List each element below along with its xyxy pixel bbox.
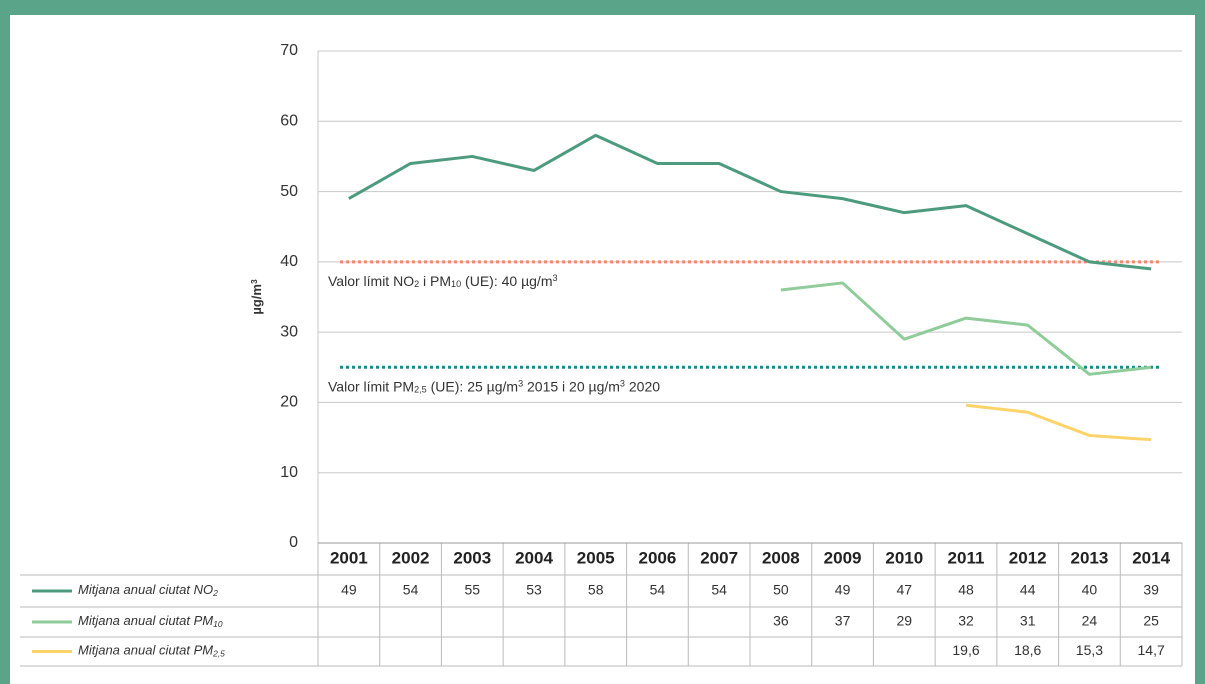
superscript: 3 bbox=[249, 279, 259, 284]
table-cell: 25 bbox=[1143, 613, 1159, 629]
superscript: 3 bbox=[518, 378, 523, 388]
x-tick-label: 2004 bbox=[515, 548, 553, 567]
table-cell: 15,3 bbox=[1076, 642, 1103, 658]
legend-label: Mitjana anual ciutat NO2 bbox=[78, 582, 218, 597]
series-line bbox=[965, 403, 1152, 442]
table-cell: 40 bbox=[1082, 582, 1098, 598]
subscript: 2,5 bbox=[414, 384, 427, 394]
text-part: µg/m bbox=[249, 284, 264, 315]
superscript: 3 bbox=[620, 378, 625, 388]
subscript: 10 bbox=[213, 619, 223, 629]
table-cell: 54 bbox=[711, 582, 727, 598]
table-cell: 49 bbox=[341, 582, 357, 598]
table-cell: 55 bbox=[464, 582, 480, 598]
subscript: 2 bbox=[212, 588, 218, 598]
y-tick-label: 0 bbox=[289, 534, 298, 551]
x-tick-label: 2010 bbox=[885, 548, 923, 567]
table-cell: 18,6 bbox=[1014, 642, 1041, 658]
x-tick-label: 2003 bbox=[453, 548, 491, 567]
table-cell: 39 bbox=[1143, 582, 1159, 598]
series-line bbox=[348, 133, 1152, 271]
x-tick-label: 2002 bbox=[392, 548, 430, 567]
table-cell: 53 bbox=[526, 582, 542, 598]
table-cell: 50 bbox=[773, 582, 789, 598]
series-line bbox=[780, 281, 1152, 376]
panel bbox=[10, 15, 1195, 684]
subscript: 10 bbox=[451, 279, 461, 289]
text-part: Valor límit PM bbox=[328, 378, 414, 394]
x-tick-label: 2005 bbox=[577, 548, 615, 567]
x-tick-label: 2013 bbox=[1071, 548, 1109, 567]
x-tick-label: 2006 bbox=[639, 548, 677, 567]
text-part: (UE): 25 µg/m bbox=[427, 378, 518, 394]
table-cell: 54 bbox=[403, 582, 419, 598]
text-part: Valor límit NO bbox=[328, 273, 414, 289]
table-cell: 36 bbox=[773, 613, 789, 629]
table-cell: 31 bbox=[1020, 613, 1036, 629]
table-cell: 14,7 bbox=[1138, 642, 1165, 658]
table-cell: 24 bbox=[1082, 613, 1098, 629]
text-part: (UE): 40 µg/m bbox=[461, 273, 552, 289]
table-cell: 37 bbox=[835, 613, 851, 629]
y-tick-label: 70 bbox=[280, 42, 298, 59]
table-cell: 47 bbox=[896, 582, 912, 598]
table-cell: 29 bbox=[896, 613, 912, 629]
reference-label: Valor límit NO2 i PM10 (UE): 40 µg/m3 bbox=[328, 273, 558, 289]
table-cell: 49 bbox=[835, 582, 851, 598]
table-cell: 44 bbox=[1020, 582, 1036, 598]
legend-label: Mitjana anual ciutat PM10 bbox=[78, 613, 223, 628]
table-cell: 19,6 bbox=[952, 642, 979, 658]
y-tick-label: 40 bbox=[280, 253, 298, 270]
x-tick-label: 2009 bbox=[824, 548, 862, 567]
x-tick-label: 2011 bbox=[948, 548, 985, 567]
text-part: Mitjana anual ciutat NO bbox=[78, 582, 213, 597]
x-tick-label: 2012 bbox=[1009, 548, 1047, 567]
y-tick-label: 20 bbox=[280, 394, 298, 411]
x-tick-label: 2008 bbox=[762, 548, 800, 567]
text-part: Mitjana anual ciutat PM bbox=[78, 643, 213, 658]
x-tick-label: 2007 bbox=[700, 548, 738, 567]
legend-label: Mitjana anual ciutat PM2,5 bbox=[78, 643, 225, 658]
y-tick-label: 30 bbox=[280, 323, 298, 340]
x-tick-label: 2001 bbox=[330, 548, 368, 567]
table-cell: 54 bbox=[650, 582, 666, 598]
subscript: 2,5 bbox=[212, 648, 225, 658]
reference-label: Valor límit PM2,5 (UE): 25 µg/m3 2015 i … bbox=[328, 378, 660, 394]
table-cell: 48 bbox=[958, 582, 974, 598]
text-part: Mitjana anual ciutat PM bbox=[78, 613, 213, 628]
y-axis-label: µg/m3 bbox=[249, 279, 264, 315]
y-tick-label: 50 bbox=[280, 183, 298, 200]
y-tick-label: 60 bbox=[280, 113, 298, 130]
subscript: 2 bbox=[414, 279, 419, 289]
y-tick-label: 10 bbox=[280, 464, 298, 481]
text-part: i PM bbox=[419, 273, 451, 289]
text-part: 2020 bbox=[625, 378, 660, 394]
table-cell: 32 bbox=[958, 613, 974, 629]
x-tick-label: 2014 bbox=[1132, 548, 1170, 567]
table-cell: 58 bbox=[588, 582, 604, 598]
superscript: 3 bbox=[552, 273, 557, 283]
text-part: 2015 i 20 µg/m bbox=[523, 378, 620, 394]
